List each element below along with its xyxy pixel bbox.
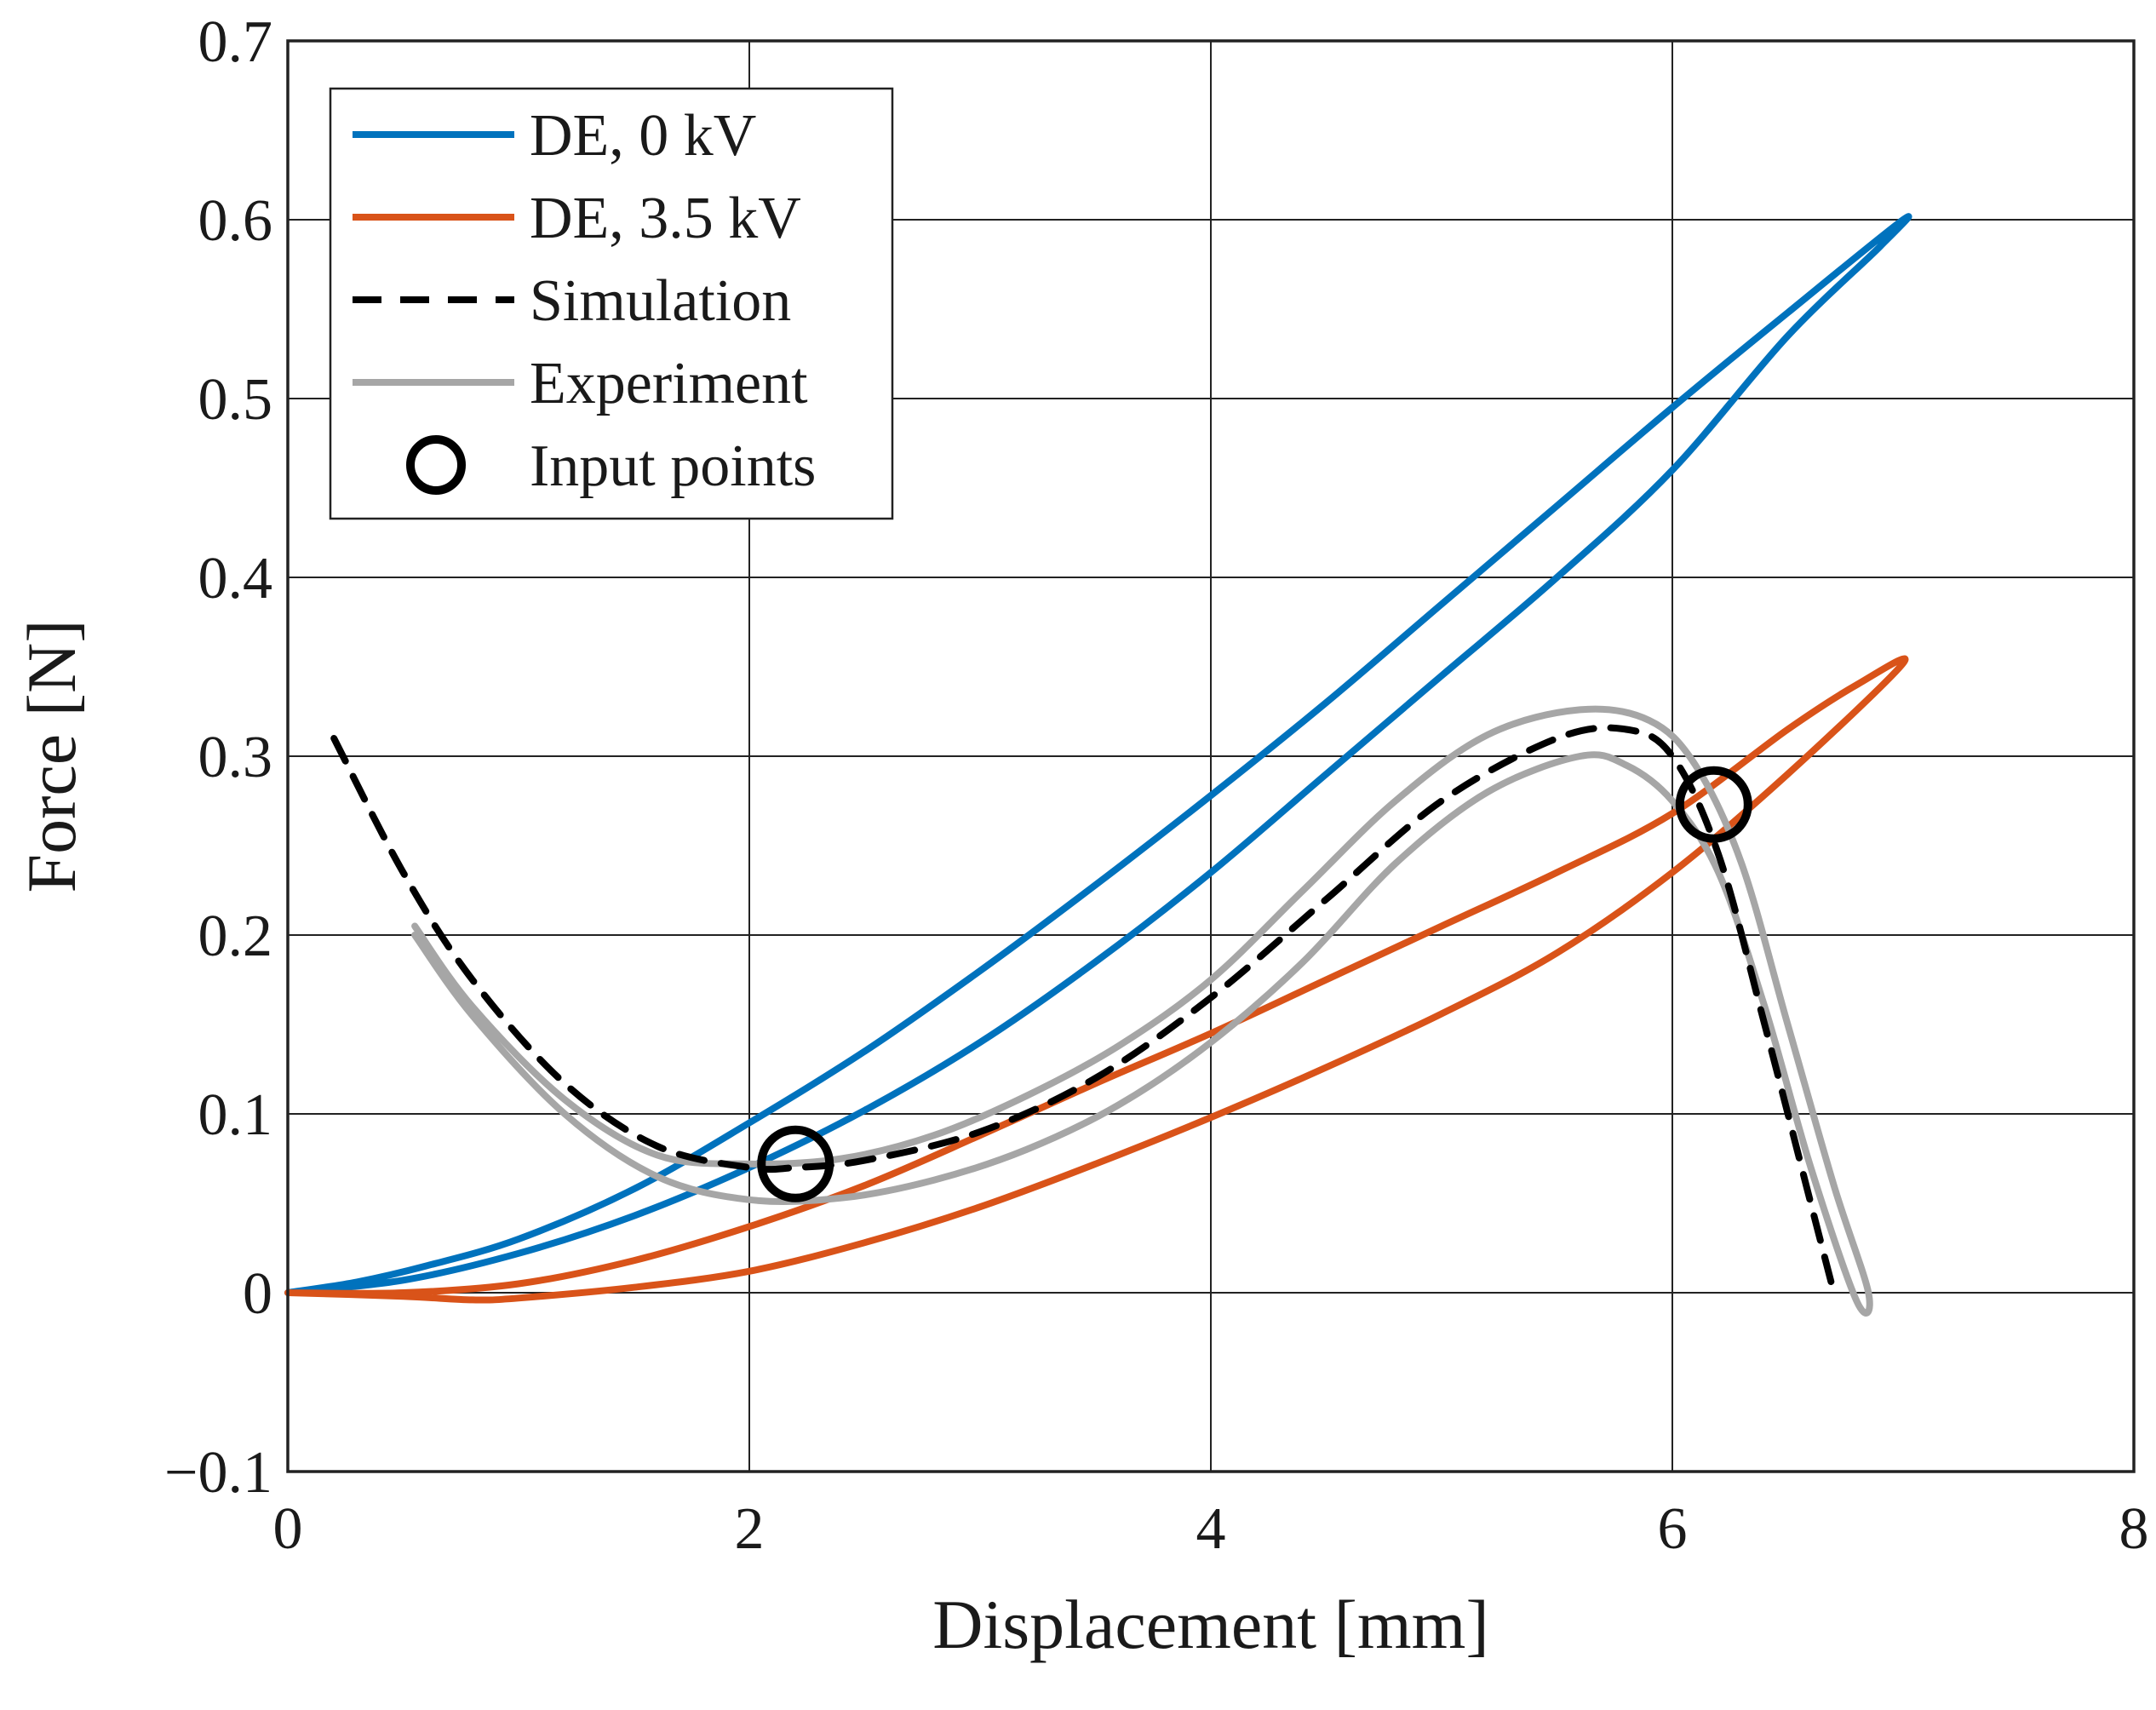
y-tick-label: 0.3 <box>198 725 273 790</box>
legend: DE, 0 kV DE, 3.5 kV Simulation Experiment In… <box>329 87 894 520</box>
input-point-marker <box>1675 766 1752 843</box>
y-tick-label: 0.2 <box>198 904 273 969</box>
series-line-experiment <box>411 705 1873 1317</box>
y-tick-labels: −0.1 0 0.1 0.2 0.3 0.4 0.5 0.6 0.7 <box>164 9 272 1506</box>
legend-swatch-circle <box>406 435 466 495</box>
series-line-de-3-5-kv <box>284 655 1909 1304</box>
x-tick-labels: 0 2 4 6 8 <box>273 1496 2149 1562</box>
y-tick-label: 0.7 <box>198 9 273 75</box>
legend-label: Experiment <box>530 351 808 416</box>
x-tick-label: 6 <box>1658 1496 1688 1562</box>
series-layer <box>284 213 1912 1317</box>
x-tick-label: 8 <box>2119 1496 2149 1562</box>
input-point-marker <box>757 1125 834 1202</box>
y-tick-label: −0.1 <box>164 1440 272 1506</box>
y-tick-label: 0.5 <box>198 367 273 433</box>
plot-frame <box>286 39 2136 1473</box>
y-tick-label: 0.4 <box>198 546 273 611</box>
y-tick-label: 0.6 <box>198 188 273 254</box>
series-line-simulation <box>330 724 1838 1296</box>
x-tick-label: 2 <box>735 1496 765 1562</box>
x-axis-label: Displacement [mm] <box>932 1586 1489 1663</box>
x-tick-label: 0 <box>273 1496 303 1562</box>
y-axis-label: Force [N] <box>13 619 90 892</box>
x-tick-label: 4 <box>1196 1496 1226 1562</box>
series-line-de-0-kv <box>284 213 1912 1296</box>
legend-label: Simulation <box>530 268 791 334</box>
legend-label: DE, 0 kV <box>530 103 756 169</box>
input-points-layer <box>757 766 1752 1202</box>
legend-label: DE, 3.5 kV <box>530 186 801 251</box>
y-tick-label: 0 <box>243 1261 272 1327</box>
legend-label: Input points <box>530 433 816 499</box>
y-tick-label: 0.1 <box>198 1082 273 1148</box>
